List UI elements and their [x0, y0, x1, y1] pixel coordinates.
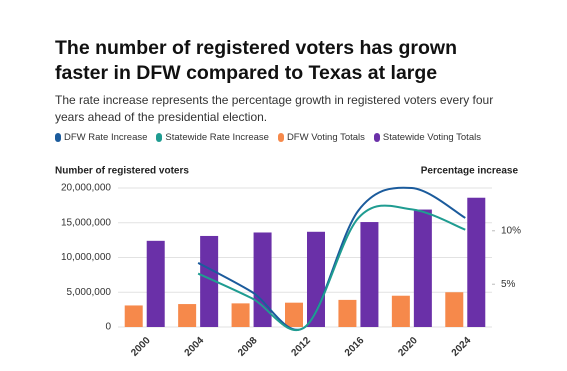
chart-title: The number of registered voters has grow…: [55, 37, 457, 84]
legend: DFW Rate Increase Statewide Rate Increase…: [55, 132, 481, 143]
y2-tick-label: 5%: [501, 279, 516, 290]
legend-label: Statewide Voting Totals: [382, 132, 481, 143]
y-tick-label: 20,000,000: [61, 183, 111, 194]
y-tick-label: 10,000,000: [61, 252, 111, 263]
bar: [146, 240, 165, 327]
legend-label: DFW Rate Increase: [64, 132, 148, 143]
x-tick-label: 2024: [450, 335, 474, 359]
legend-swatch: [55, 133, 61, 142]
bar: [124, 305, 143, 327]
y-tick-label: 0: [105, 322, 111, 333]
legend-label: DFW Voting Totals: [286, 132, 365, 143]
legend-item: Statewide Rate Increase: [156, 132, 269, 143]
x-tick-label: 2000: [129, 335, 153, 359]
y2-tick-label: 10%: [501, 225, 521, 236]
x-tick-label: 2012: [289, 335, 313, 359]
x-tick-label: 2008: [236, 335, 260, 359]
legend-swatch: [277, 133, 284, 142]
legend-label: Statewide Rate Increase: [165, 132, 269, 143]
x-tick-label: 2020: [396, 335, 420, 359]
x-tick-label: 2004: [183, 335, 207, 359]
y2-axis-title: Percentage increase: [421, 166, 519, 177]
bar: [445, 292, 464, 327]
line: [197, 204, 466, 331]
bar: [413, 209, 432, 327]
legend-item: DFW Voting Totals: [277, 132, 365, 143]
y-tick-label: 15,000,000: [61, 217, 111, 228]
bar: [178, 304, 197, 327]
bar: [338, 299, 357, 327]
bar: [360, 222, 379, 327]
legend-swatch: [156, 133, 163, 142]
y-tick-label: 5,000,000: [67, 287, 112, 298]
bar: [231, 303, 250, 327]
bar: [200, 235, 219, 327]
legend-item: DFW Rate Increase: [55, 132, 147, 143]
bar: [391, 295, 410, 327]
bar: [285, 302, 303, 327]
x-tick-label: 2016: [343, 335, 367, 359]
legend-item: Statewide Voting Totals: [373, 132, 481, 143]
y-axis-title: Number of registered voters: [55, 166, 189, 177]
bar: [467, 197, 486, 327]
legend-swatch: [373, 133, 380, 142]
chart-subtitle: The rate increase represents the percent…: [55, 93, 494, 124]
